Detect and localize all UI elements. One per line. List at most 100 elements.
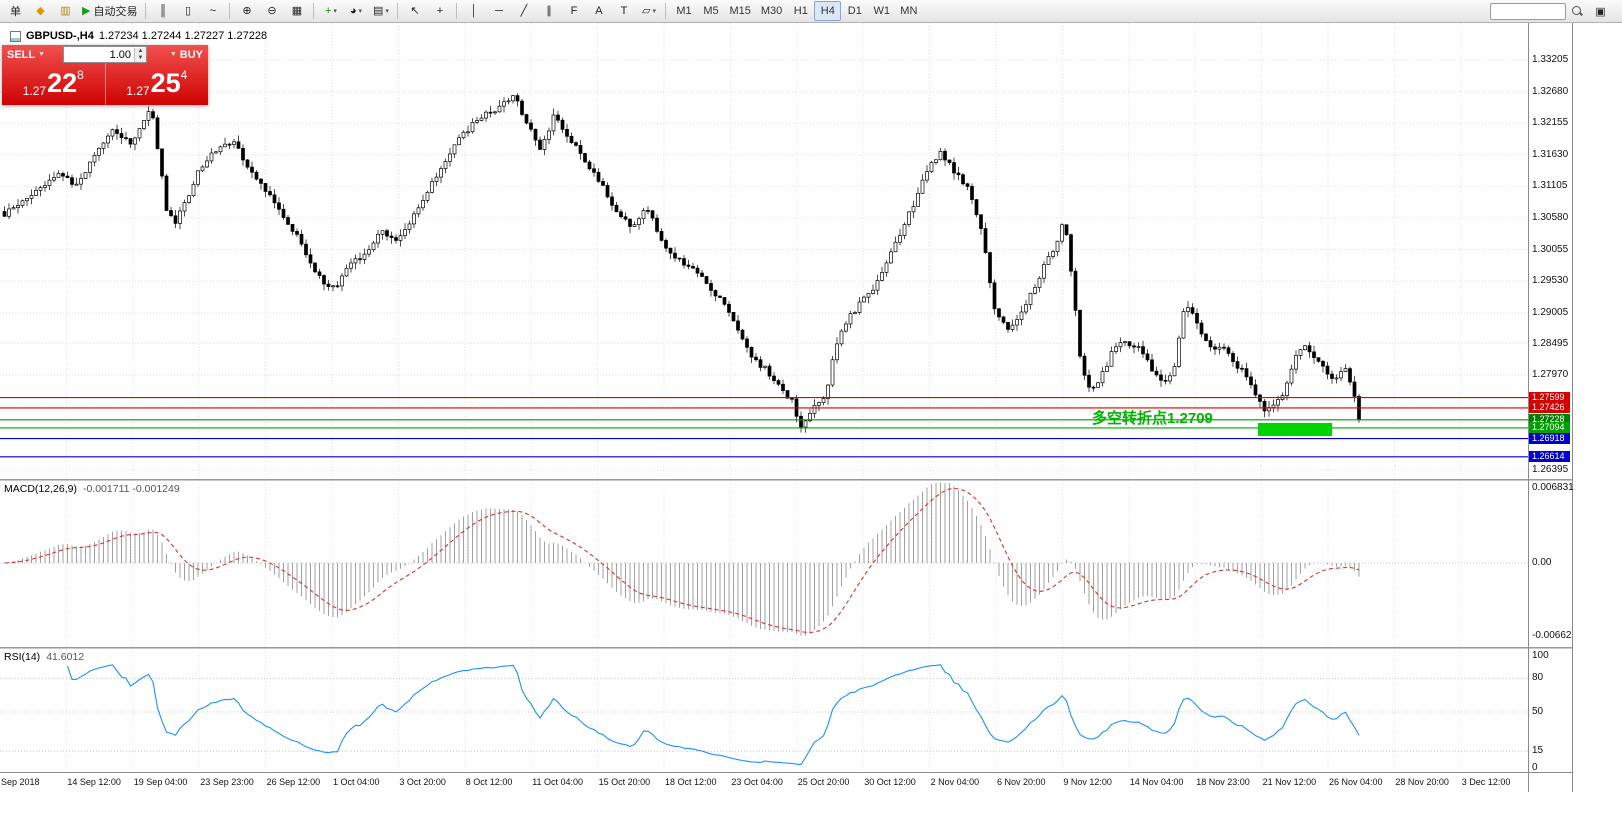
bar-chart-button[interactable]: ║ bbox=[150, 1, 175, 21]
rsi-scale-tick: 80 bbox=[1532, 672, 1544, 684]
highlight-rectangle-object[interactable] bbox=[1258, 423, 1332, 436]
vertical-line-tool[interactable]: │ bbox=[461, 1, 486, 21]
new-order-button[interactable]: 单 bbox=[3, 1, 28, 21]
buy-price-prefix: 1.27 bbox=[126, 84, 150, 98]
zoom-out-button[interactable]: ⊖ bbox=[259, 1, 284, 21]
arrows-button[interactable]: ▱ ▾ bbox=[636, 1, 661, 21]
time-axis-label: Sep 2018 bbox=[1, 777, 40, 787]
macd-value-1: -0.001711 bbox=[82, 483, 130, 495]
crosshair-tool[interactable]: + bbox=[427, 1, 452, 21]
autotrading-button-label: 自动交易 bbox=[93, 6, 138, 18]
timeframe-mn[interactable]: MN bbox=[900, 5, 918, 17]
vertical-line-icon: │ bbox=[470, 4, 478, 17]
rsi-panel[interactable] bbox=[0, 649, 1528, 771]
equidistant-channel-tool[interactable]: ∥ bbox=[536, 1, 561, 21]
bar-chart-icon: ║ bbox=[159, 4, 167, 17]
market-watch-icon[interactable]: ▥ bbox=[53, 1, 78, 21]
text-icon: A bbox=[595, 4, 603, 17]
cursor-tool[interactable]: ↖ bbox=[402, 1, 427, 21]
dropdown-arrow-icon[interactable]: ▾ bbox=[385, 8, 389, 15]
volume-input[interactable]: 1.00 ▲ ▼ bbox=[63, 46, 147, 63]
text-tool[interactable]: A bbox=[586, 1, 611, 21]
spin-up-icon[interactable]: ▲ bbox=[135, 47, 146, 55]
rsi-scale-tick: 100 bbox=[1532, 650, 1549, 661]
candlestick-chart-button[interactable]: ▯ bbox=[175, 1, 200, 21]
chart-settings-button[interactable]: ▤ ▾ bbox=[368, 1, 393, 21]
spin-down-icon[interactable]: ▼ bbox=[135, 54, 146, 62]
horizontal-line-tool[interactable]: ─ bbox=[486, 1, 511, 21]
dropdown-arrow-icon[interactable]: ▾ bbox=[333, 8, 337, 15]
timeframe-m15[interactable]: M15 bbox=[729, 5, 751, 17]
macd-panel[interactable] bbox=[0, 481, 1528, 647]
sell-dropdown-icon[interactable]: ▼ bbox=[38, 51, 46, 58]
time-axis-label: 3 Dec 12:00 bbox=[1461, 777, 1511, 787]
buy-dropdown-icon[interactable]: ▼ bbox=[169, 51, 177, 58]
timeframe-w1[interactable]: W1 bbox=[873, 5, 891, 17]
timeframe-m30[interactable]: M30 bbox=[760, 5, 783, 17]
price-tick: 1.32680 bbox=[1532, 85, 1569, 97]
fibonacci-tool[interactable]: F bbox=[561, 1, 586, 21]
window-list-icon[interactable]: ▣ bbox=[1595, 5, 1606, 18]
macd-scale-tick: -0.00662 bbox=[1532, 629, 1572, 641]
new-chart-icon: + bbox=[324, 4, 332, 17]
main-chart[interactable] bbox=[0, 23, 1528, 479]
time-axis-label: 18 Oct 12:00 bbox=[665, 777, 717, 787]
trendline-tool[interactable]: ╱ bbox=[511, 1, 536, 21]
toolbar-separator bbox=[397, 3, 399, 19]
timeframe-d1[interactable]: D1 bbox=[847, 5, 862, 17]
chart-settings-icon: ▤ bbox=[373, 4, 384, 17]
volume-spinner[interactable]: ▲ ▼ bbox=[134, 47, 146, 62]
sell-price-big: 22 bbox=[47, 68, 78, 98]
macd-scale-tick: 0.00 bbox=[1532, 557, 1552, 568]
price-tick: 1.28495 bbox=[1532, 337, 1569, 349]
timeframe-h4[interactable]: H4 bbox=[814, 1, 842, 21]
price-tag: 1.27599 bbox=[1529, 391, 1570, 403]
rsi-splitter[interactable] bbox=[0, 647, 1573, 649]
profiles-button[interactable]: ◕ ▾ bbox=[343, 1, 368, 21]
one-click-trading-panel: SELL ▼ 1.27 22 8 ▼ BUY 1.27 25 4 1.00 ▲ ▼ bbox=[2, 45, 208, 105]
price-tick: 1.27970 bbox=[1532, 369, 1569, 381]
price-tick: 1.29005 bbox=[1532, 306, 1569, 318]
new-chart-button[interactable]: + ▾ bbox=[318, 1, 343, 21]
line-chart-icon: ~ bbox=[209, 4, 217, 17]
time-axis-label: 14 Nov 04:00 bbox=[1129, 777, 1184, 787]
time-axis[interactable]: Sep 2018 14 Sep 12:00 19 Sep 04:00 23 Sep 2… bbox=[0, 772, 1573, 793]
price-tag: 1.27228 bbox=[1529, 413, 1570, 425]
sell-price-prefix: 1.27 bbox=[22, 84, 47, 98]
label-tool[interactable]: T bbox=[611, 1, 636, 21]
price-tick: 1.29530 bbox=[1532, 275, 1569, 287]
price-tag: 1.26918 bbox=[1529, 432, 1570, 444]
macd-label: MACD(12,26,9) -0.001711 -0.001249 bbox=[4, 483, 180, 495]
price-tick: 1.30580 bbox=[1532, 212, 1569, 224]
line-chart-button[interactable]: ~ bbox=[200, 1, 225, 21]
toolbar-separator bbox=[229, 3, 231, 19]
autotrading-button[interactable]: ▶ 自动交易 bbox=[78, 1, 141, 21]
history-center-icon[interactable]: ◆ bbox=[28, 1, 53, 21]
price-tick: 1.33205 bbox=[1532, 54, 1569, 65]
pivot-annotation-text[interactable]: 多空转折点1.2709 bbox=[1092, 410, 1213, 427]
tile-windows-button[interactable]: ▦ bbox=[284, 1, 309, 21]
buy-price-big: 25 bbox=[150, 68, 181, 98]
time-axis-label: 25 Oct 20:00 bbox=[797, 777, 850, 787]
chart-symbol: GBPUSD-,H4 bbox=[26, 30, 94, 42]
search-input[interactable] bbox=[1490, 2, 1566, 20]
price-tag: 1.26614 bbox=[1529, 450, 1570, 462]
rsi-value: 41.6012 bbox=[46, 651, 85, 663]
zoom-in-button[interactable]: ⊕ bbox=[234, 1, 259, 21]
macd-scale-tick: 0.006831 bbox=[1532, 481, 1574, 493]
time-axis-label: 23 Oct 04:00 bbox=[731, 777, 783, 787]
timeframe-h1[interactable]: H1 bbox=[793, 5, 808, 17]
search-icon[interactable] bbox=[1570, 4, 1584, 18]
sell-button[interactable]: SELL ▼ 1.27 22 8 bbox=[2, 45, 106, 105]
macd-splitter[interactable] bbox=[0, 479, 1573, 481]
dropdown-arrow-icon[interactable]: ▾ bbox=[358, 8, 363, 15]
dropdown-arrow-icon[interactable]: ▾ bbox=[652, 8, 656, 15]
timeframe-m5[interactable]: M5 bbox=[703, 5, 719, 17]
time-axis-label: 14 Sep 12:00 bbox=[67, 777, 121, 787]
zoom-out-icon: ⊖ bbox=[267, 4, 277, 17]
buy-price-pip: 4 bbox=[180, 68, 188, 82]
timeframe-m1[interactable]: M1 bbox=[676, 5, 692, 17]
rsi-scale-tick: 50 bbox=[1532, 706, 1544, 717]
rsi-name: RSI(14) bbox=[4, 651, 41, 663]
price-tick: 1.26395 bbox=[1532, 464, 1569, 475]
